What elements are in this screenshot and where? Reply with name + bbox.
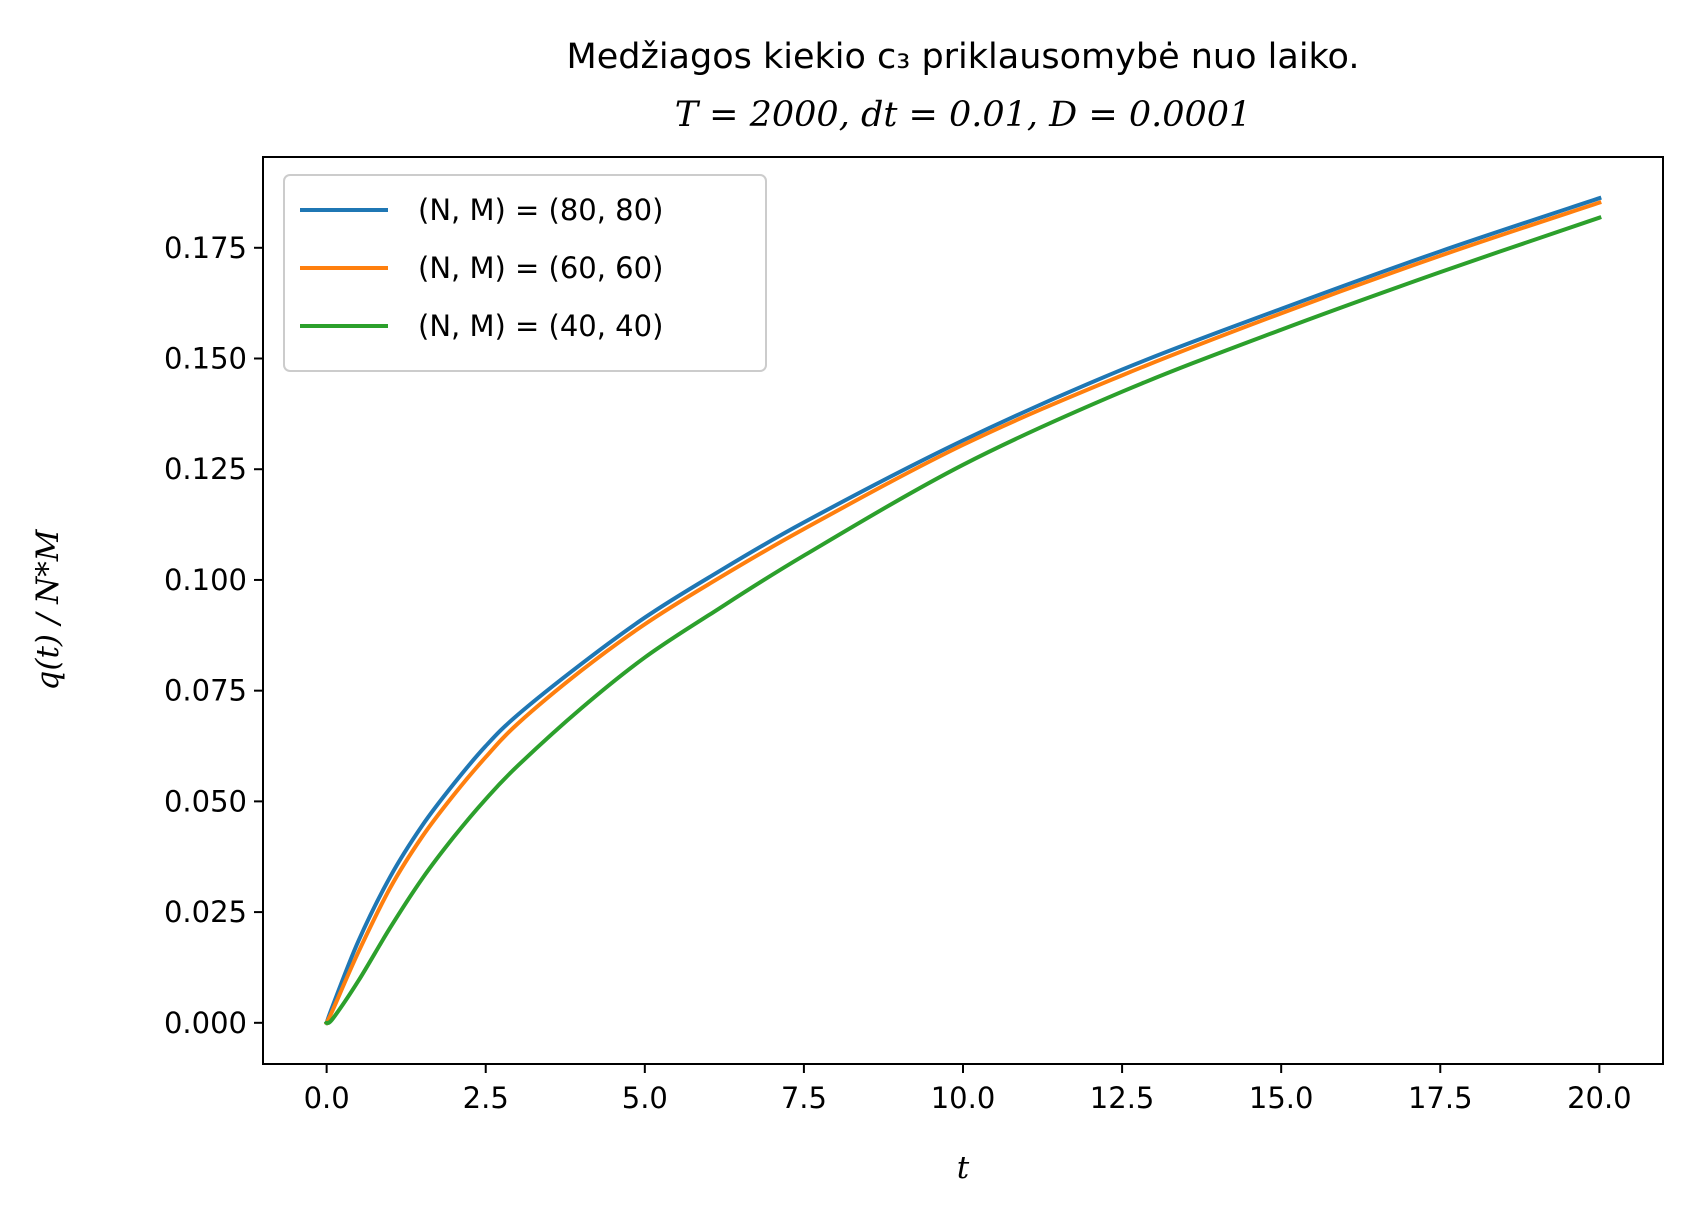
legend: (N, M) = (80, 80) (N, M) = (60, 60) (N, M)… — [283, 174, 767, 372]
legend-box — [283, 174, 767, 372]
x-tick-label: 2.5 — [463, 1081, 509, 1115]
x-axis: 0.0 2.5 5.0 7.5 10.0 12.5 15.0 17.5 20.0 — [304, 1064, 1632, 1115]
series-line-1 — [324, 195, 1602, 1026]
legend-label: (N, M) = (40, 40) — [418, 309, 663, 343]
y-tick-label: 0.050 — [164, 784, 247, 818]
legend-label: (N, M) = (80, 80) — [418, 193, 663, 227]
x-tick-label: 20.0 — [1567, 1081, 1632, 1115]
legend-label: (N, M) = (60, 60) — [418, 251, 663, 285]
x-tick-label: 5.0 — [622, 1081, 668, 1115]
y-tick-label: 0.025 — [164, 895, 247, 929]
y-tick-label: 0.075 — [164, 674, 247, 708]
series-line-2 — [323, 200, 1602, 1026]
x-tick-label: 12.5 — [1090, 1081, 1155, 1115]
y-tick-label: 0.150 — [164, 342, 247, 376]
y-tick-label: 0.000 — [164, 1006, 247, 1040]
y-axis-label: q(t) / N*M — [30, 528, 66, 690]
series-line-3 — [323, 215, 1602, 1026]
chart-title: Medžiagos kiekio c₃ priklausomybė nuo la… — [567, 37, 1360, 77]
y-tick-label: 0.100 — [164, 563, 247, 597]
y-tick-label: 0.175 — [164, 231, 247, 265]
y-tick-label: 0.125 — [164, 452, 247, 486]
series-lines — [323, 195, 1602, 1026]
x-tick-label: 17.5 — [1408, 1081, 1473, 1115]
chart-subtitle: T = 2000, dt = 0.01, D = 0.0001 — [675, 95, 1252, 135]
x-tick-label: 7.5 — [781, 1081, 827, 1115]
x-tick-label: 10.0 — [931, 1081, 996, 1115]
x-axis-label: t — [957, 1150, 970, 1186]
x-tick-label: 15.0 — [1249, 1081, 1314, 1115]
x-tick-label: 0.0 — [304, 1081, 350, 1115]
y-axis: 0.000 0.025 0.050 0.075 0.100 0.125 0.150 0.175 — [164, 231, 263, 1040]
